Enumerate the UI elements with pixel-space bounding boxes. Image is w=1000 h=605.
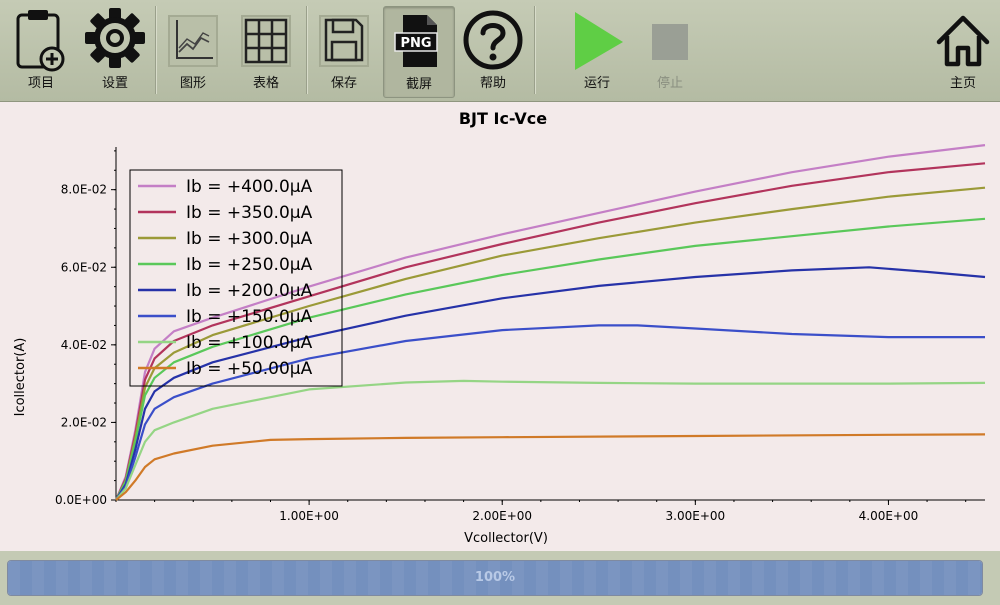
y-tick-label: 2.0E-02 bbox=[61, 415, 107, 429]
legend-label: Ib = +400.0µA bbox=[186, 177, 313, 197]
home-label: 主页 bbox=[949, 76, 976, 91]
y-tick-label: 6.0E-02 bbox=[61, 260, 107, 274]
legend-label: Ib = +200.0µA bbox=[186, 281, 313, 301]
x-tick-label: 1.00E+00 bbox=[279, 509, 339, 523]
run-button[interactable]: 运行 bbox=[562, 6, 632, 98]
floppy-disk-icon bbox=[319, 15, 369, 67]
table-label: 表格 bbox=[252, 76, 279, 91]
legend-label: Ib = +100.0µA bbox=[186, 333, 313, 353]
series-line bbox=[115, 433, 986, 501]
stop-label: 停止 bbox=[656, 76, 683, 91]
x-tick-label: 4.00E+00 bbox=[859, 509, 919, 523]
png-file-icon: PNG bbox=[394, 15, 438, 67]
question-circle-icon bbox=[463, 10, 523, 70]
screenshot-button[interactable]: PNG 截屏 bbox=[383, 6, 455, 98]
png-badge-text: PNG bbox=[400, 36, 431, 51]
chart-area: BJT Ic-Vce Vcollector(V) Icollector(A) 0… bbox=[0, 102, 1000, 550]
progress-text: 100% bbox=[474, 570, 516, 585]
gear-icon bbox=[85, 8, 145, 68]
progress-fill bbox=[8, 561, 982, 595]
legend-label: Ib = +300.0µA bbox=[186, 229, 313, 249]
line-graph-icon bbox=[168, 15, 218, 67]
screenshot-label: 截屏 bbox=[405, 77, 432, 92]
toolbar-separator bbox=[306, 6, 307, 94]
series-line bbox=[115, 266, 986, 501]
graph-button[interactable]: 图形 bbox=[164, 6, 222, 98]
legend-box bbox=[129, 169, 343, 387]
clipboard-plus-icon bbox=[16, 10, 65, 72]
series-line bbox=[115, 379, 986, 501]
legend-label: Ib = +250.0µA bbox=[186, 255, 313, 275]
run-label: 运行 bbox=[583, 76, 610, 91]
y-tick-label: 8.0E-02 bbox=[61, 183, 107, 197]
y-tick-label: 4.0E-02 bbox=[61, 338, 107, 352]
legend-label: Ib = +150.0µA bbox=[186, 307, 313, 327]
series-lines bbox=[114, 144, 986, 501]
toolbar-separator bbox=[155, 6, 156, 94]
toolbar-separator bbox=[534, 6, 535, 94]
axes: 0.0E+00 2.0E-02 4.0E-02 6.0E-02 8.0E-02 1.00E… bbox=[55, 147, 985, 523]
progress-bar: 100% bbox=[7, 560, 983, 596]
stop-icon bbox=[652, 24, 688, 60]
home-button[interactable]: 主页 bbox=[930, 6, 996, 98]
settings-button[interactable]: 设置 bbox=[80, 6, 150, 98]
series-line bbox=[115, 324, 985, 501]
help-label: 帮助 bbox=[479, 76, 506, 91]
y-tick-label: 0.0E+00 bbox=[55, 493, 107, 507]
graph-label: 图形 bbox=[179, 76, 206, 91]
play-icon bbox=[575, 12, 623, 70]
legend: Ib = +400.0µA Ib = +350.0µA Ib = +300.0µA I… bbox=[129, 169, 343, 387]
home-icon bbox=[936, 15, 990, 67]
toolbar: 项目 设置 bbox=[0, 0, 1000, 102]
series-line bbox=[115, 217, 986, 501]
help-button[interactable]: 帮助 bbox=[458, 6, 528, 98]
legend-label: Ib = +350.0µA bbox=[186, 203, 313, 223]
project-label: 项目 bbox=[27, 76, 54, 91]
status-bar: 100% bbox=[0, 551, 1000, 605]
bjt-chart: BJT Ic-Vce Vcollector(V) Icollector(A) 0… bbox=[13, 109, 986, 546]
stop-button[interactable]: 停止 bbox=[638, 6, 702, 98]
table-button[interactable]: 表格 bbox=[236, 6, 296, 98]
save-label: 保存 bbox=[330, 76, 357, 91]
chart-title: BJT Ic-Vce bbox=[459, 109, 547, 128]
x-axis-label: Vcollector(V) bbox=[464, 531, 548, 546]
x-tick-label: 2.00E+00 bbox=[472, 509, 532, 523]
y-axis-label: Icollector(A) bbox=[13, 338, 28, 417]
grid-table-icon bbox=[241, 15, 291, 67]
save-button[interactable]: 保存 bbox=[316, 6, 372, 98]
project-button[interactable]: 项目 bbox=[8, 6, 74, 98]
settings-label: 设置 bbox=[101, 76, 128, 91]
x-tick-label: 3.00E+00 bbox=[666, 509, 726, 523]
legend-label: Ib = +50.00µA bbox=[186, 359, 313, 379]
